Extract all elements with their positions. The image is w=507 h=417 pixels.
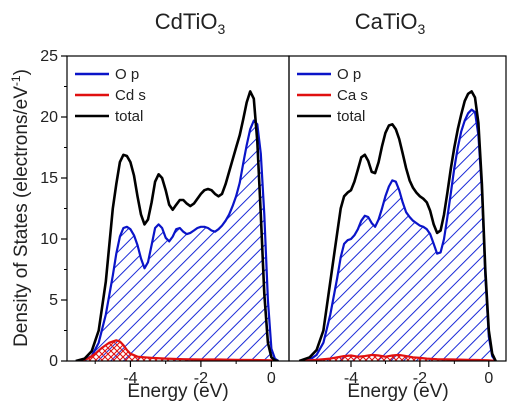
area-fill-cation_s bbox=[77, 340, 279, 361]
series-line-o_p bbox=[75, 119, 280, 361]
x-axis-label-cdtio3: Energy (eV) bbox=[127, 381, 228, 402]
legend-label-cation_s: Cd s bbox=[115, 87, 146, 104]
x-ticks-catio3: -4 -2 0 bbox=[316, 361, 493, 387]
panel-title-catio3: CaTiO3 bbox=[355, 9, 426, 37]
y-tick-label: 15 bbox=[40, 170, 58, 187]
legend-cdtio3: O p Cd s total bbox=[75, 66, 146, 125]
y-tick-label: 10 bbox=[40, 231, 58, 248]
panel-cdtio3: CdTiO3 O p Cd s total -4 -2 0 0 5 10 15 20 25 bbox=[40, 9, 290, 387]
x-tick-label: 0 bbox=[484, 370, 493, 387]
y-tick-label: 20 bbox=[40, 109, 58, 126]
area-fill-o_p bbox=[299, 109, 496, 361]
x-tick-label: -2 bbox=[194, 370, 208, 387]
panel-catio3: CaTiO3 O p Ca s total -4 -2 0 bbox=[288, 9, 507, 387]
legend-label-o_p: O p bbox=[115, 66, 139, 83]
series-line-total bbox=[75, 90, 279, 361]
legend-label-cation_s: Ca s bbox=[337, 87, 368, 104]
y-tick-label: 0 bbox=[49, 353, 58, 370]
series-line-cation_s bbox=[299, 353, 496, 361]
area-fill-o_p bbox=[75, 120, 279, 361]
legend-label-total: total bbox=[337, 108, 365, 125]
x-axis-label-catio3: Energy (eV) bbox=[347, 381, 448, 402]
x-tick-label: 0 bbox=[267, 370, 276, 387]
plot-frame-catio3 bbox=[288, 55, 507, 362]
legend-label-o_p: O p bbox=[337, 66, 361, 83]
x-ticks-cdtio3: -4 -2 0 bbox=[94, 361, 276, 387]
y-axis-label: Density of States (electrons/eV-1) bbox=[9, 69, 32, 347]
x-tick-label: -2 bbox=[413, 370, 427, 387]
plot-area-catio3 bbox=[298, 90, 497, 361]
y-tick-label: 25 bbox=[40, 48, 58, 65]
series-line-cation_s bbox=[77, 339, 279, 361]
legend-label-total: total bbox=[115, 108, 143, 125]
series-line-o_p bbox=[299, 108, 497, 361]
plot-area-cdtio3 bbox=[75, 90, 280, 361]
panel-title-cdtio3: CdTiO3 bbox=[155, 9, 226, 37]
x-tick-label: -4 bbox=[344, 370, 358, 387]
y-tick-label: 5 bbox=[49, 292, 58, 309]
x-tick-label: -4 bbox=[123, 370, 137, 387]
series-line-total bbox=[298, 90, 497, 361]
y-ticks: 0 5 10 15 20 25 bbox=[40, 48, 67, 370]
legend-catio3: O p Ca s total bbox=[297, 66, 368, 125]
